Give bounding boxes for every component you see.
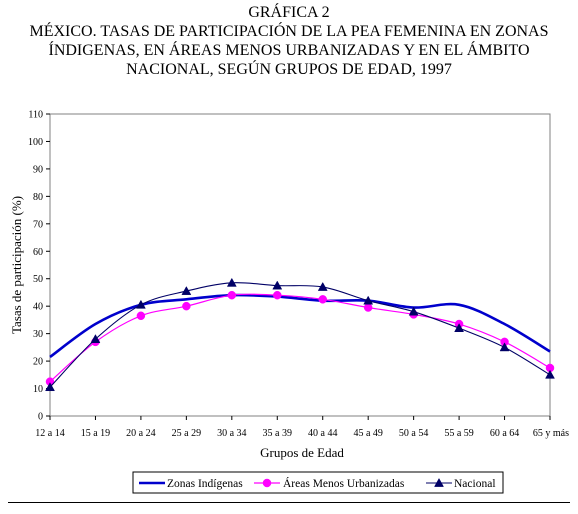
y-axis-label: Tasas de participación (%): [9, 196, 24, 334]
data-point: [137, 312, 145, 320]
legend-label: Áreas Menos Urbanizadas: [283, 476, 405, 490]
x-tick-label: 12 a 14: [35, 428, 64, 439]
y-tick-label: 70: [33, 219, 43, 230]
x-tick-label: 30 a 34: [217, 428, 246, 439]
data-point: [228, 291, 236, 299]
data-point: [319, 295, 327, 303]
y-tick-label: 0: [38, 412, 43, 423]
x-tick-label: 15 a 19: [81, 428, 110, 439]
y-tick-label: 20: [33, 357, 43, 368]
y-tick-label: 110: [28, 110, 43, 121]
x-tick-label: 65 y más: [533, 428, 569, 439]
x-tick-label: 35 a 39: [263, 428, 292, 439]
y-tick-label: 100: [28, 137, 43, 148]
data-point: [364, 304, 372, 312]
y-tick-label: 60: [33, 247, 43, 258]
data-point: [182, 302, 190, 310]
data-point: [273, 291, 281, 299]
y-axis: 0 10 20 30 40 50 60 70 80 90 100 110: [28, 110, 50, 423]
legend-label: Nacional: [454, 478, 496, 490]
x-tick-label: 45 a 49: [353, 428, 382, 439]
x-tick-label: 50 a 54: [399, 428, 428, 439]
x-tick-label: 60 a 64: [490, 428, 519, 439]
plot-area: [50, 114, 550, 416]
x-axis-label: Grupos de Edad: [260, 445, 344, 460]
legend-marker: [263, 479, 271, 487]
y-tick-label: 50: [33, 274, 43, 285]
y-tick-label: 90: [33, 164, 43, 175]
bottom-rule: [8, 502, 570, 503]
legend-label: Zonas Indígenas: [167, 478, 243, 490]
y-tick-label: 30: [33, 329, 43, 340]
x-tick-label: 55 a 59: [444, 428, 473, 439]
x-tick-label: 25 a 29: [172, 428, 201, 439]
y-tick-label: 10: [33, 384, 43, 395]
x-tick-label: 20 a 24: [126, 428, 155, 439]
y-tick-label: 80: [33, 192, 43, 203]
y-tick-label: 40: [33, 302, 43, 313]
x-tick-label: 40 a 44: [308, 428, 337, 439]
legend: Zonas Indígenas Áreas Menos Urbanizadas Na…: [133, 472, 503, 493]
x-axis: 12 a 14 15 a 19 20 a 24 25 a 29 30 a 34 35 a …: [35, 416, 569, 439]
